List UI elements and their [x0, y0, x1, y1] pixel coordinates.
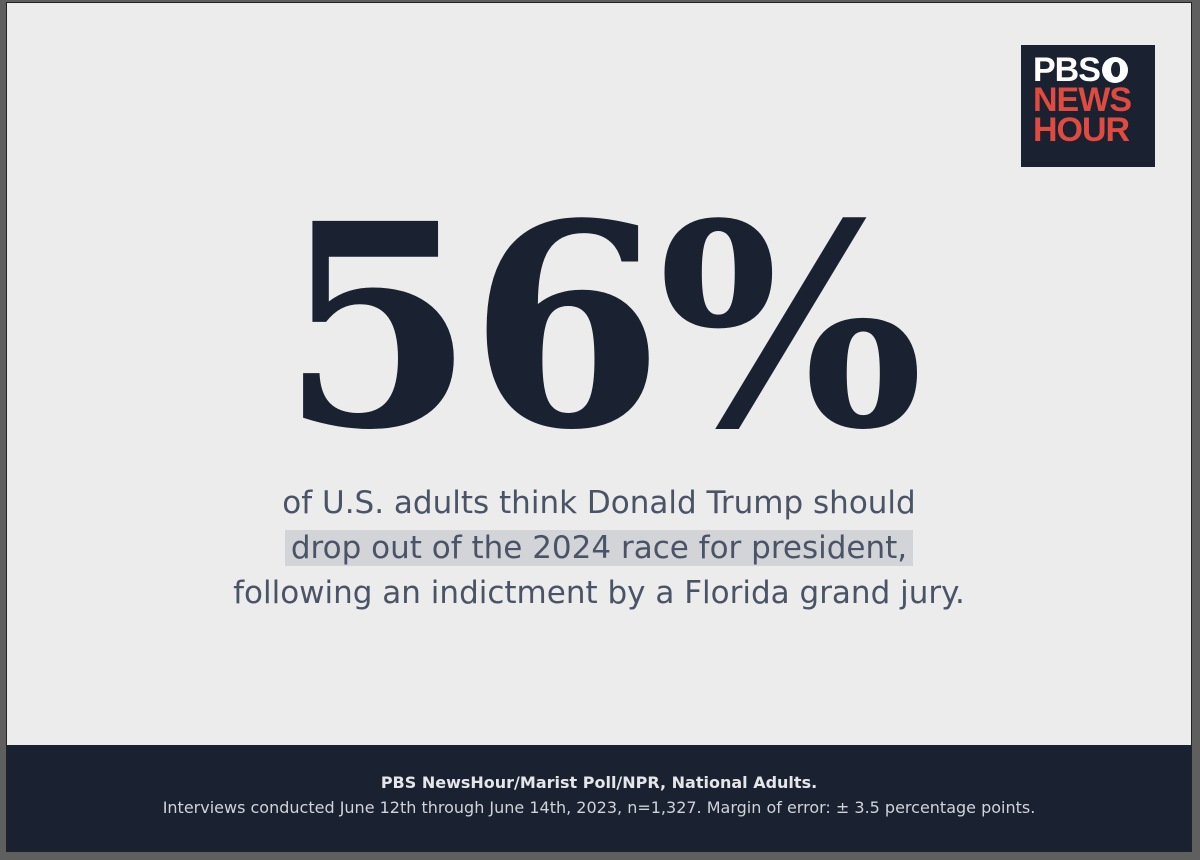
poll-graphic-card: PBS NEWS HOUR 56% of U.S. adults think D…	[6, 2, 1192, 852]
pbs-head-icon	[1101, 57, 1128, 83]
pbs-newshour-logo: PBS NEWS HOUR	[1021, 45, 1155, 167]
footer-source: PBS NewsHour/Marist Poll/NPR, National A…	[380, 773, 818, 792]
subtitle-line-1: of U.S. adults think Donald Trump should	[282, 485, 916, 521]
subtitle-line-2-highlighted: drop out of the 2024 race for president,	[284, 530, 914, 566]
logo-hour-text: HOUR	[1033, 111, 1130, 149]
logo-pbs-text: PBS	[1033, 51, 1101, 89]
subtitle: of U.S. adults think Donald Trump should…	[7, 481, 1191, 616]
headline-stat: 56%	[280, 163, 924, 492]
footer: PBS NewsHour/Marist Poll/NPR, National A…	[7, 745, 1191, 851]
logo-news-text: NEWS	[1033, 81, 1132, 119]
footer-details: Interviews conducted June 12th through J…	[162, 798, 1036, 817]
subtitle-line-3: following an indictment by a Florida gra…	[233, 575, 965, 611]
